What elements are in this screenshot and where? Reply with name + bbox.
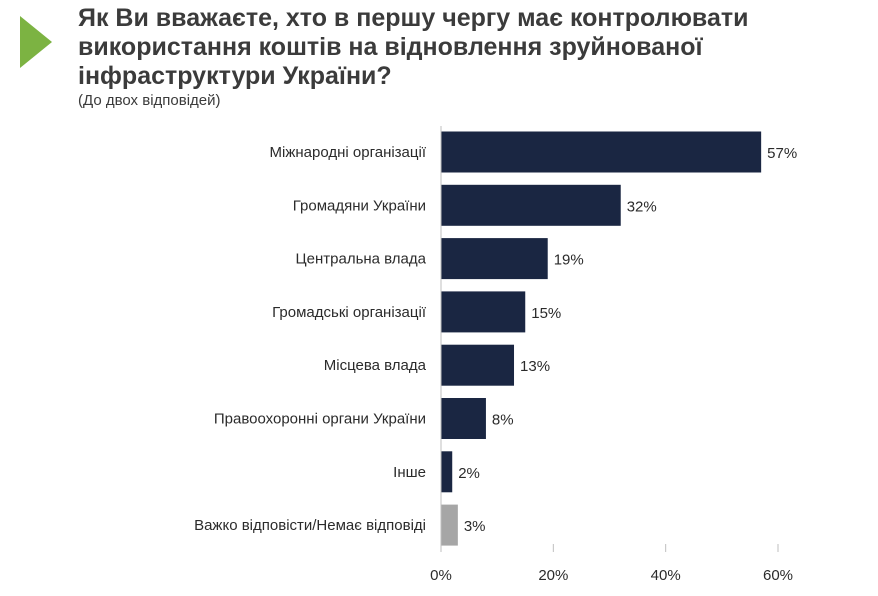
x-tick-label-2: 40% — [651, 567, 681, 584]
bar-5 — [441, 398, 486, 439]
value-label-7: 3% — [464, 518, 486, 535]
value-label-5: 8% — [492, 412, 514, 429]
accent-triangle-icon — [20, 16, 52, 68]
bar-4 — [441, 344, 515, 386]
category-label-2: Центральна влада — [296, 251, 427, 268]
page-title: Як Ви вважаєте, хто в першу чергу має ко… — [78, 4, 749, 90]
value-label-4: 13% — [520, 358, 550, 375]
bar-2 — [441, 238, 548, 280]
category-label-0: Міжнародні організації — [270, 144, 427, 161]
bar-3 — [441, 291, 526, 333]
category-label-6: Інше — [393, 464, 426, 481]
value-label-1: 32% — [627, 198, 657, 215]
category-label-5: Правоохоронні органи України — [214, 411, 426, 428]
x-tick-label-3: 60% — [763, 567, 793, 584]
bar-7 — [441, 504, 458, 546]
category-label-4: Місцева влада — [324, 357, 427, 374]
bar-1 — [441, 184, 621, 226]
value-label-3: 15% — [531, 305, 561, 322]
bar-6 — [441, 451, 453, 493]
x-tick-label-0: 0% — [430, 567, 452, 584]
category-label-7: Важко відповісти/Немає відповіді — [194, 517, 426, 534]
category-label-3: Громадські організації — [272, 304, 427, 321]
category-label-1: Громадяни України — [293, 197, 426, 214]
page-subtitle: (До двох відповідей) — [78, 92, 221, 109]
value-label-2: 19% — [554, 252, 584, 269]
value-label-0: 57% — [767, 145, 797, 162]
x-tick-label-1: 20% — [538, 567, 568, 584]
value-label-6: 2% — [458, 465, 480, 482]
bar-0 — [441, 131, 762, 173]
